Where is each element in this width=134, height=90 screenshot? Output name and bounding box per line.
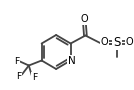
- Text: F: F: [16, 72, 22, 81]
- Text: F: F: [32, 73, 37, 82]
- Text: O: O: [81, 14, 88, 24]
- Text: S: S: [113, 36, 121, 49]
- Text: N: N: [68, 56, 75, 66]
- Text: O: O: [100, 37, 108, 47]
- Text: F: F: [14, 57, 20, 66]
- Text: O: O: [126, 37, 133, 47]
